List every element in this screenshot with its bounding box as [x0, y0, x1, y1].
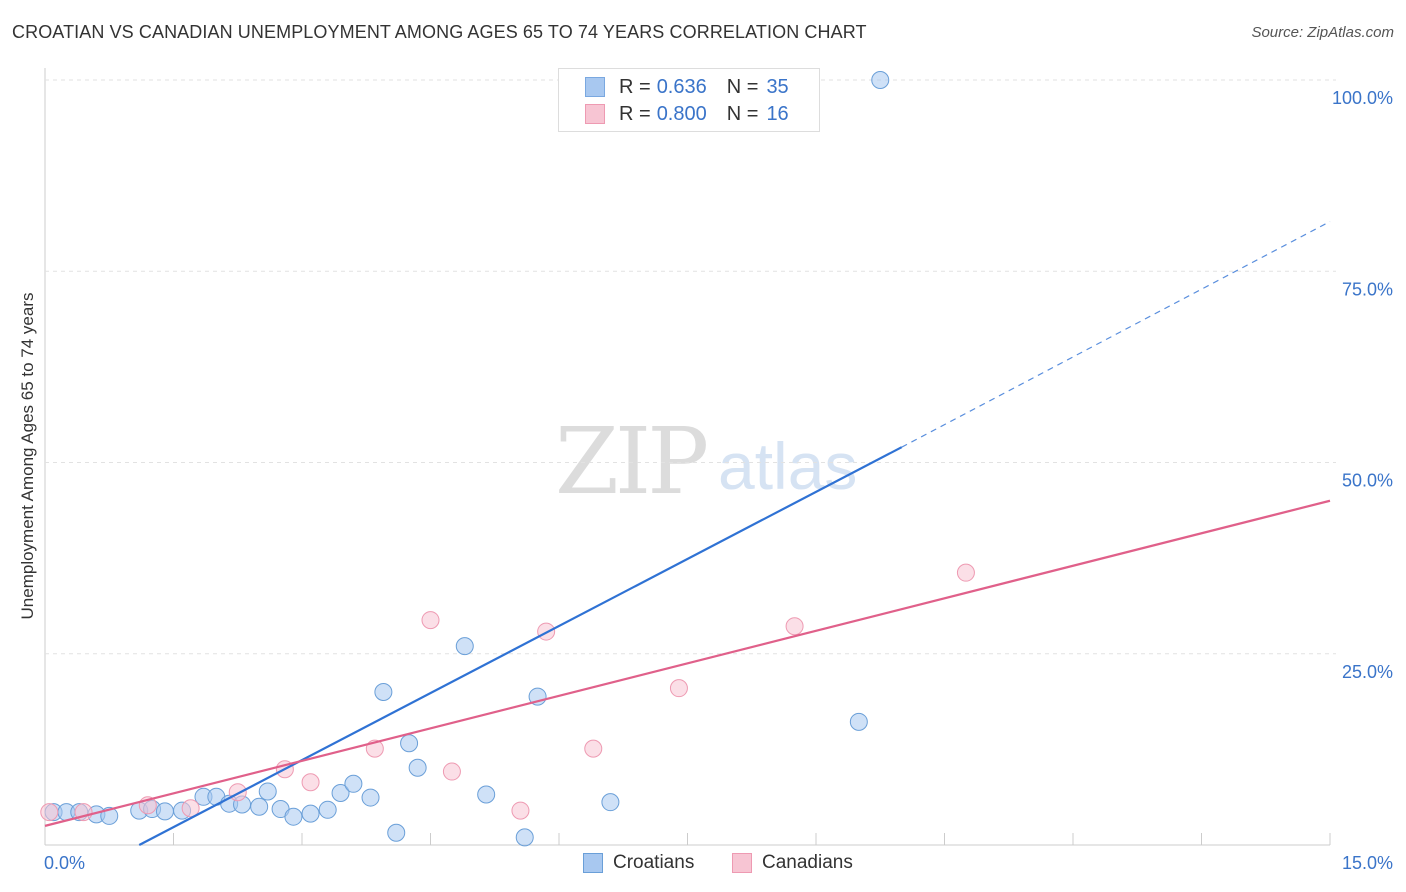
croatians-point [871, 71, 890, 89]
canadians-legend-swatch [732, 853, 752, 873]
legend-label-croatians: Croatians [613, 852, 695, 873]
croatians-point [331, 783, 350, 802]
croatians-swatch [585, 77, 605, 97]
x-tick-label: 15.0% [1342, 853, 1393, 873]
n-label: N = [726, 102, 759, 125]
croatians-point [318, 800, 337, 819]
croatians-point [155, 802, 174, 821]
croatians-point [455, 637, 474, 656]
legend-label-canadians: Canadians [762, 852, 853, 873]
croatians-point [284, 807, 303, 826]
y-tick-label: 75.0% [1342, 279, 1393, 299]
r-value: 0.800 [656, 102, 707, 125]
croatians-point [250, 797, 269, 816]
canadians-point [421, 611, 440, 630]
r-value: 0.636 [656, 75, 707, 98]
y-axis-label: Unemployment Among Ages 65 to 74 years [18, 292, 37, 620]
source-credit: Source: ZipAtlas.com [1251, 24, 1394, 41]
canadians-trendline [44, 499, 1331, 827]
x-tick-label: 0.0% [44, 853, 85, 873]
croatians-point [515, 828, 534, 847]
canadians-point [442, 762, 461, 781]
legend-item-croatians[interactable]: Croatians [583, 852, 694, 874]
y-tick-label: 100.0% [1332, 88, 1393, 108]
croatians-point [301, 804, 320, 823]
canadians-point [669, 679, 688, 698]
croatians-point [601, 793, 620, 812]
canadians-point [511, 801, 530, 820]
croatians-point [361, 788, 380, 807]
canadians-swatch [585, 104, 605, 124]
croatians-point [408, 758, 427, 777]
canadians-point [301, 773, 320, 792]
n-value: 16 [766, 102, 789, 125]
n-label: N = [726, 75, 759, 98]
stats-legend: R = 0.636 N = 35 R = 0.800 N = 16 [558, 68, 820, 132]
croatians-legend-swatch [583, 853, 603, 873]
croatians-trendline-projection [901, 220, 1331, 448]
canadians-point [785, 617, 804, 636]
n-value: 35 [766, 75, 789, 98]
croatians-point [400, 734, 419, 753]
r-label: R = [619, 75, 651, 98]
canadians-point [228, 783, 247, 802]
canadians-point [181, 799, 200, 818]
stats-row-croatians: R = 0.636 N = 35 [585, 75, 789, 99]
canadians-point [584, 739, 603, 758]
croatians-point [374, 683, 393, 701]
watermark-zip: ZIP [555, 408, 709, 515]
croatians-point [258, 782, 277, 801]
r-label: R = [619, 102, 651, 125]
watermark-atlas: atlas [718, 429, 858, 503]
y-tick-label: 50.0% [1342, 471, 1393, 491]
canadians-point [956, 563, 975, 582]
canadians-point [40, 803, 59, 822]
legend-item-canadians[interactable]: Canadians [732, 852, 853, 874]
stats-row-canadians: R = 0.800 N = 16 [585, 102, 789, 126]
croatians-trendline [138, 446, 903, 846]
y-tick-label: 25.0% [1342, 662, 1393, 682]
croatians-point [344, 774, 363, 793]
croatians-point [387, 823, 406, 842]
croatians-point [849, 712, 868, 731]
croatians-point [477, 785, 496, 804]
chart-title: CROATIAN VS CANADIAN UNEMPLOYMENT AMONG … [12, 22, 867, 42]
